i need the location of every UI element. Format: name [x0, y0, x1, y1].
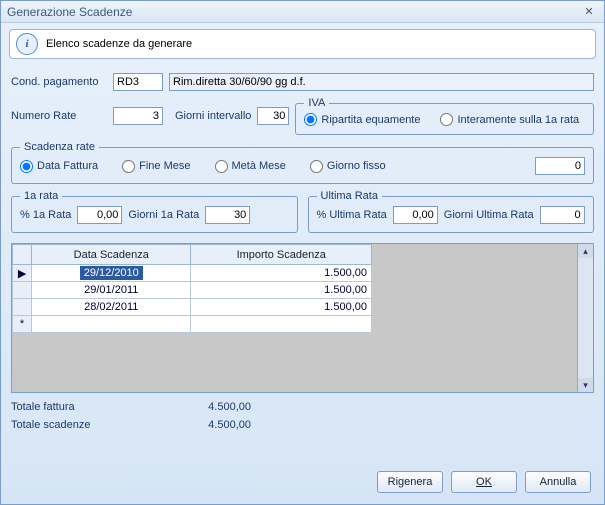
cell-amount[interactable]: 1.500,00: [191, 282, 372, 299]
prima-rata-legend: 1a rata: [20, 190, 62, 202]
totale-fattura-value: 4.500,00: [121, 401, 251, 413]
giorni-intervallo-label: Giorni intervallo: [175, 110, 251, 122]
iva-legend: IVA: [304, 97, 329, 109]
scadenze-grid[interactable]: Data Scadenza Importo Scadenza ▶ 29/12/2…: [11, 243, 594, 393]
info-icon: i: [16, 33, 38, 55]
giorni-ultima-label: Giorni Ultima Rata: [444, 209, 534, 221]
giorno-fisso-input[interactable]: [535, 157, 585, 175]
ok-button[interactable]: OK: [451, 471, 517, 493]
scroll-down-icon[interactable]: ▾: [578, 378, 593, 392]
ultima-rata-fieldset: Ultima Rata % Ultima Rata Giorni Ultima …: [308, 190, 595, 233]
scroll-track[interactable]: [578, 258, 593, 378]
dialog-window: Generazione Scadenze ✕ i Elenco scadenze…: [0, 0, 605, 505]
prima-rata-fieldset: 1a rata % 1a Rata Giorni 1a Rata: [11, 190, 298, 233]
table-row[interactable]: 29/01/2011 1.500,00: [13, 282, 372, 299]
giorni-prima-label: Giorni 1a Rata: [128, 209, 199, 221]
title-bar: Generazione Scadenze ✕: [1, 1, 604, 23]
giorni-intervallo-input[interactable]: [257, 107, 289, 125]
col-data-scadenza[interactable]: Data Scadenza: [32, 245, 191, 265]
info-text: Elenco scadenze da generare: [46, 38, 192, 50]
pct-ultima-label: % Ultima Rata: [317, 209, 387, 221]
data-fattura-radio[interactable]: Data Fattura: [20, 160, 98, 173]
rigenera-button[interactable]: Rigenera: [377, 471, 443, 493]
scadenza-rate-fieldset: Scadenza rate Data Fattura Fine Mese Met…: [11, 141, 594, 184]
content-area: Cond. pagamento Numero Rate Giorni inter…: [1, 63, 604, 445]
info-bar: i Elenco scadenze da generare: [9, 29, 596, 59]
totale-scadenze-label: Totale scadenze: [11, 419, 121, 431]
scroll-up-icon[interactable]: ▴: [578, 244, 593, 258]
totale-scadenze-value: 4.500,00: [121, 419, 251, 431]
cell-amount[interactable]: 1.500,00: [191, 265, 372, 282]
table-row[interactable]: ▶ 29/12/2010 1.500,00: [13, 265, 372, 282]
giorni-prima-input[interactable]: [205, 206, 250, 224]
cell-amount[interactable]: 1.500,00: [191, 299, 372, 316]
numero-rate-input[interactable]: [113, 107, 163, 125]
fine-mese-radio[interactable]: Fine Mese: [122, 160, 190, 173]
cond-pagamento-desc-input: [169, 73, 594, 91]
cond-pagamento-code-input[interactable]: [113, 73, 163, 91]
pct-prima-label: % 1a Rata: [20, 209, 71, 221]
grid-scrollbar[interactable]: ▴ ▾: [577, 244, 593, 392]
pct-prima-input[interactable]: [77, 206, 122, 224]
window-title: Generazione Scadenze: [7, 5, 580, 19]
button-bar: Rigenera OK Annulla: [377, 471, 591, 493]
totale-fattura-label: Totale fattura: [11, 401, 121, 413]
col-importo-scadenza[interactable]: Importo Scadenza: [191, 245, 372, 265]
iva-fieldset: IVA Ripartita equamente Interamente sull…: [295, 97, 594, 135]
close-icon[interactable]: ✕: [580, 4, 598, 20]
cell-date[interactable]: 28/02/2011: [32, 299, 191, 316]
iva-prima-rata-radio[interactable]: Interamente sulla 1a rata: [440, 113, 579, 126]
cell-date[interactable]: 29/01/2011: [32, 282, 191, 299]
giorno-fisso-radio[interactable]: Giorno fisso: [310, 160, 386, 173]
giorni-ultima-input[interactable]: [540, 206, 585, 224]
row-header-blank: [13, 245, 32, 265]
numero-rate-label: Numero Rate: [11, 110, 107, 122]
totals-area: Totale fattura 4.500,00 Totale scadenze …: [11, 401, 594, 431]
pct-ultima-input[interactable]: [393, 206, 438, 224]
row-indicator-icon: ▶: [13, 265, 32, 282]
table-row-new[interactable]: *: [13, 316, 372, 333]
iva-equamente-radio[interactable]: Ripartita equamente: [304, 113, 420, 126]
meta-mese-radio[interactable]: Metà Mese: [215, 160, 286, 173]
table-row[interactable]: 28/02/2011 1.500,00: [13, 299, 372, 316]
scadenza-rate-legend: Scadenza rate: [20, 141, 99, 153]
new-row-icon: *: [13, 316, 32, 333]
cell-date[interactable]: 29/12/2010: [80, 266, 143, 280]
ultima-rata-legend: Ultima Rata: [317, 190, 382, 202]
scadenze-table[interactable]: Data Scadenza Importo Scadenza ▶ 29/12/2…: [12, 244, 372, 333]
annulla-button[interactable]: Annulla: [525, 471, 591, 493]
cond-pagamento-label: Cond. pagamento: [11, 76, 107, 88]
